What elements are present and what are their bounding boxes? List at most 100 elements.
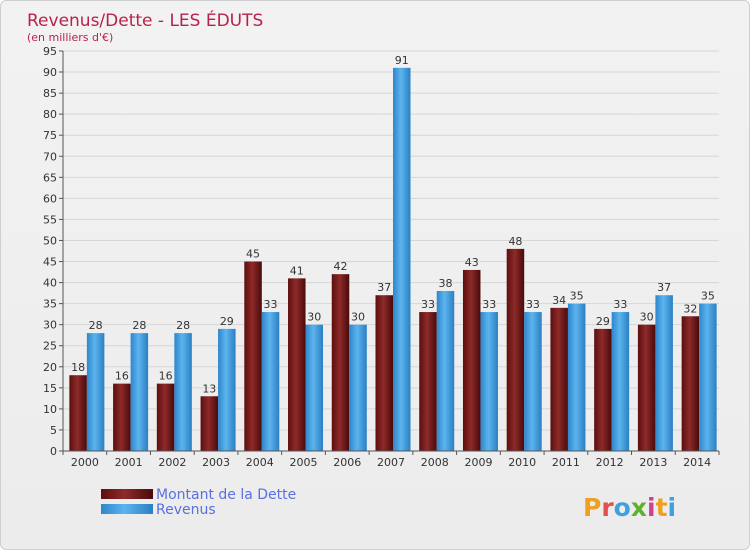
bar-dette-2014	[681, 316, 700, 451]
bar-revenus-2008	[436, 291, 455, 451]
data-label-revenus-2004: 33	[264, 298, 278, 311]
x-tick-label-2002: 2002	[158, 456, 186, 469]
x-tick-label-2013: 2013	[639, 456, 667, 469]
y-axis-ticks: 0 5 10 15 20 25 30 35 40 45 50 55 60 65 70 75 80 85 90 95	[43, 45, 63, 458]
x-tick-label-2001: 2001	[115, 456, 143, 469]
legend-swatch-revenus	[101, 504, 153, 514]
y-tick-label: 80	[43, 108, 57, 121]
bar-dette-2006	[331, 274, 350, 451]
y-tick-label: 30	[43, 319, 57, 332]
y-tick-label: 5	[50, 424, 57, 437]
bar-dette-2000	[69, 375, 87, 451]
bar-dette-2011	[550, 307, 568, 451]
bar-dette-2013	[637, 324, 656, 451]
legend: Montant de la Dette Revenus	[101, 487, 296, 518]
data-label-revenus-2003: 29	[220, 315, 234, 328]
x-tick-label-2010: 2010	[508, 456, 536, 469]
bar-revenus-2005	[305, 324, 324, 451]
y-tick-label: 50	[43, 234, 57, 247]
x-tick-label-2012: 2012	[596, 456, 624, 469]
y-tick-label: 45	[43, 256, 57, 269]
data-label-revenus-2007: 91	[395, 54, 409, 67]
bar-revenus-2000	[86, 333, 105, 451]
data-label-dette-2009: 43	[465, 256, 479, 269]
y-tick-label: 75	[43, 129, 57, 142]
logo-letter: t	[656, 493, 668, 522]
bar-revenus-2007	[393, 67, 411, 451]
bar-revenus-2004	[261, 312, 280, 451]
data-label-dette-2005: 41	[290, 264, 304, 277]
x-tick-label-2007: 2007	[377, 456, 405, 469]
bar-revenus-2010	[524, 312, 542, 451]
data-label-dette-2000: 18	[71, 361, 85, 374]
bar-revenus-2003	[218, 328, 236, 451]
bar-revenus-2009	[480, 312, 498, 451]
data-label-revenus-2014: 35	[701, 290, 715, 303]
logo-letter: x	[631, 493, 647, 522]
data-label-revenus-2005: 30	[307, 311, 321, 324]
data-label-dette-2008: 33	[421, 298, 435, 311]
data-label-dette-2014: 32	[683, 302, 697, 315]
bar-revenus-2012	[611, 312, 630, 451]
bar-dette-2001	[113, 383, 131, 451]
logo-letter: P	[583, 493, 601, 522]
y-tick-label: 25	[43, 340, 57, 353]
x-axis-ticks: 2000 2001 2002 2003 2004 2005 2006 2007 2008 2009…	[62, 451, 720, 469]
data-label-revenus-2000: 28	[89, 319, 103, 332]
y-tick-label: 95	[43, 45, 57, 58]
logo-letter: o	[614, 493, 631, 522]
data-label-revenus-2010: 33	[526, 298, 540, 311]
y-tick-label: 10	[43, 403, 57, 416]
bar-dette-2004	[244, 261, 262, 451]
y-tick-label: 85	[43, 87, 57, 100]
bar-revenus-2006	[349, 324, 367, 451]
y-tick-label: 15	[43, 382, 57, 395]
bar-dette-2008	[419, 312, 437, 451]
bar-dette-2009	[462, 269, 481, 451]
logo-letter: r	[601, 493, 614, 522]
bar-revenus-2013	[655, 295, 673, 451]
x-tick-label-2003: 2003	[202, 456, 230, 469]
data-label-dette-2007: 37	[377, 281, 391, 294]
data-label-revenus-2006: 30	[351, 311, 365, 324]
legend-label-dette: Montant de la Dette	[156, 487, 296, 503]
bars: 1828162816281329453341304230379133384333…	[69, 54, 717, 451]
bar-dette-2005	[288, 278, 306, 451]
bar-dette-2010	[506, 248, 525, 451]
data-label-dette-2012: 29	[596, 315, 610, 328]
y-tick-label: 0	[50, 445, 57, 458]
bar-revenus-2001	[130, 333, 149, 451]
gridlines	[63, 50, 719, 452]
bar-dette-2002	[156, 383, 175, 451]
data-label-revenus-2001: 28	[132, 319, 146, 332]
data-label-dette-2001: 16	[115, 370, 129, 383]
y-tick-label: 20	[43, 361, 57, 374]
data-label-dette-2010: 48	[508, 235, 522, 248]
y-tick-label: 35	[43, 298, 57, 311]
x-tick-label-2006: 2006	[333, 456, 361, 469]
chart-subtitle: (en milliers d'€)	[27, 31, 113, 44]
data-label-revenus-2002: 28	[176, 319, 190, 332]
x-tick-label-2005: 2005	[290, 456, 318, 469]
logo-letter: i	[668, 493, 677, 522]
data-label-revenus-2008: 38	[438, 277, 452, 290]
data-label-dette-2013: 30	[640, 311, 654, 324]
x-tick-label-2009: 2009	[464, 456, 492, 469]
logo-letter: i	[647, 493, 656, 522]
x-tick-label-2011: 2011	[552, 456, 580, 469]
data-label-dette-2011: 34	[552, 294, 566, 307]
data-label-dette-2006: 42	[334, 260, 348, 273]
y-tick-label: 60	[43, 192, 57, 205]
y-tick-label: 65	[43, 171, 57, 184]
data-label-revenus-2009: 33	[482, 298, 496, 311]
bar-dette-2012	[594, 328, 612, 451]
y-tick-label: 55	[43, 213, 57, 226]
chart-title: Revenus/Dette - LES ÉDUTS	[27, 9, 263, 31]
y-tick-label: 40	[43, 277, 57, 290]
bar-revenus-2011	[567, 303, 586, 451]
x-tick-label-2004: 2004	[246, 456, 274, 469]
bar-dette-2007	[375, 295, 393, 451]
data-label-dette-2004: 45	[246, 248, 260, 261]
